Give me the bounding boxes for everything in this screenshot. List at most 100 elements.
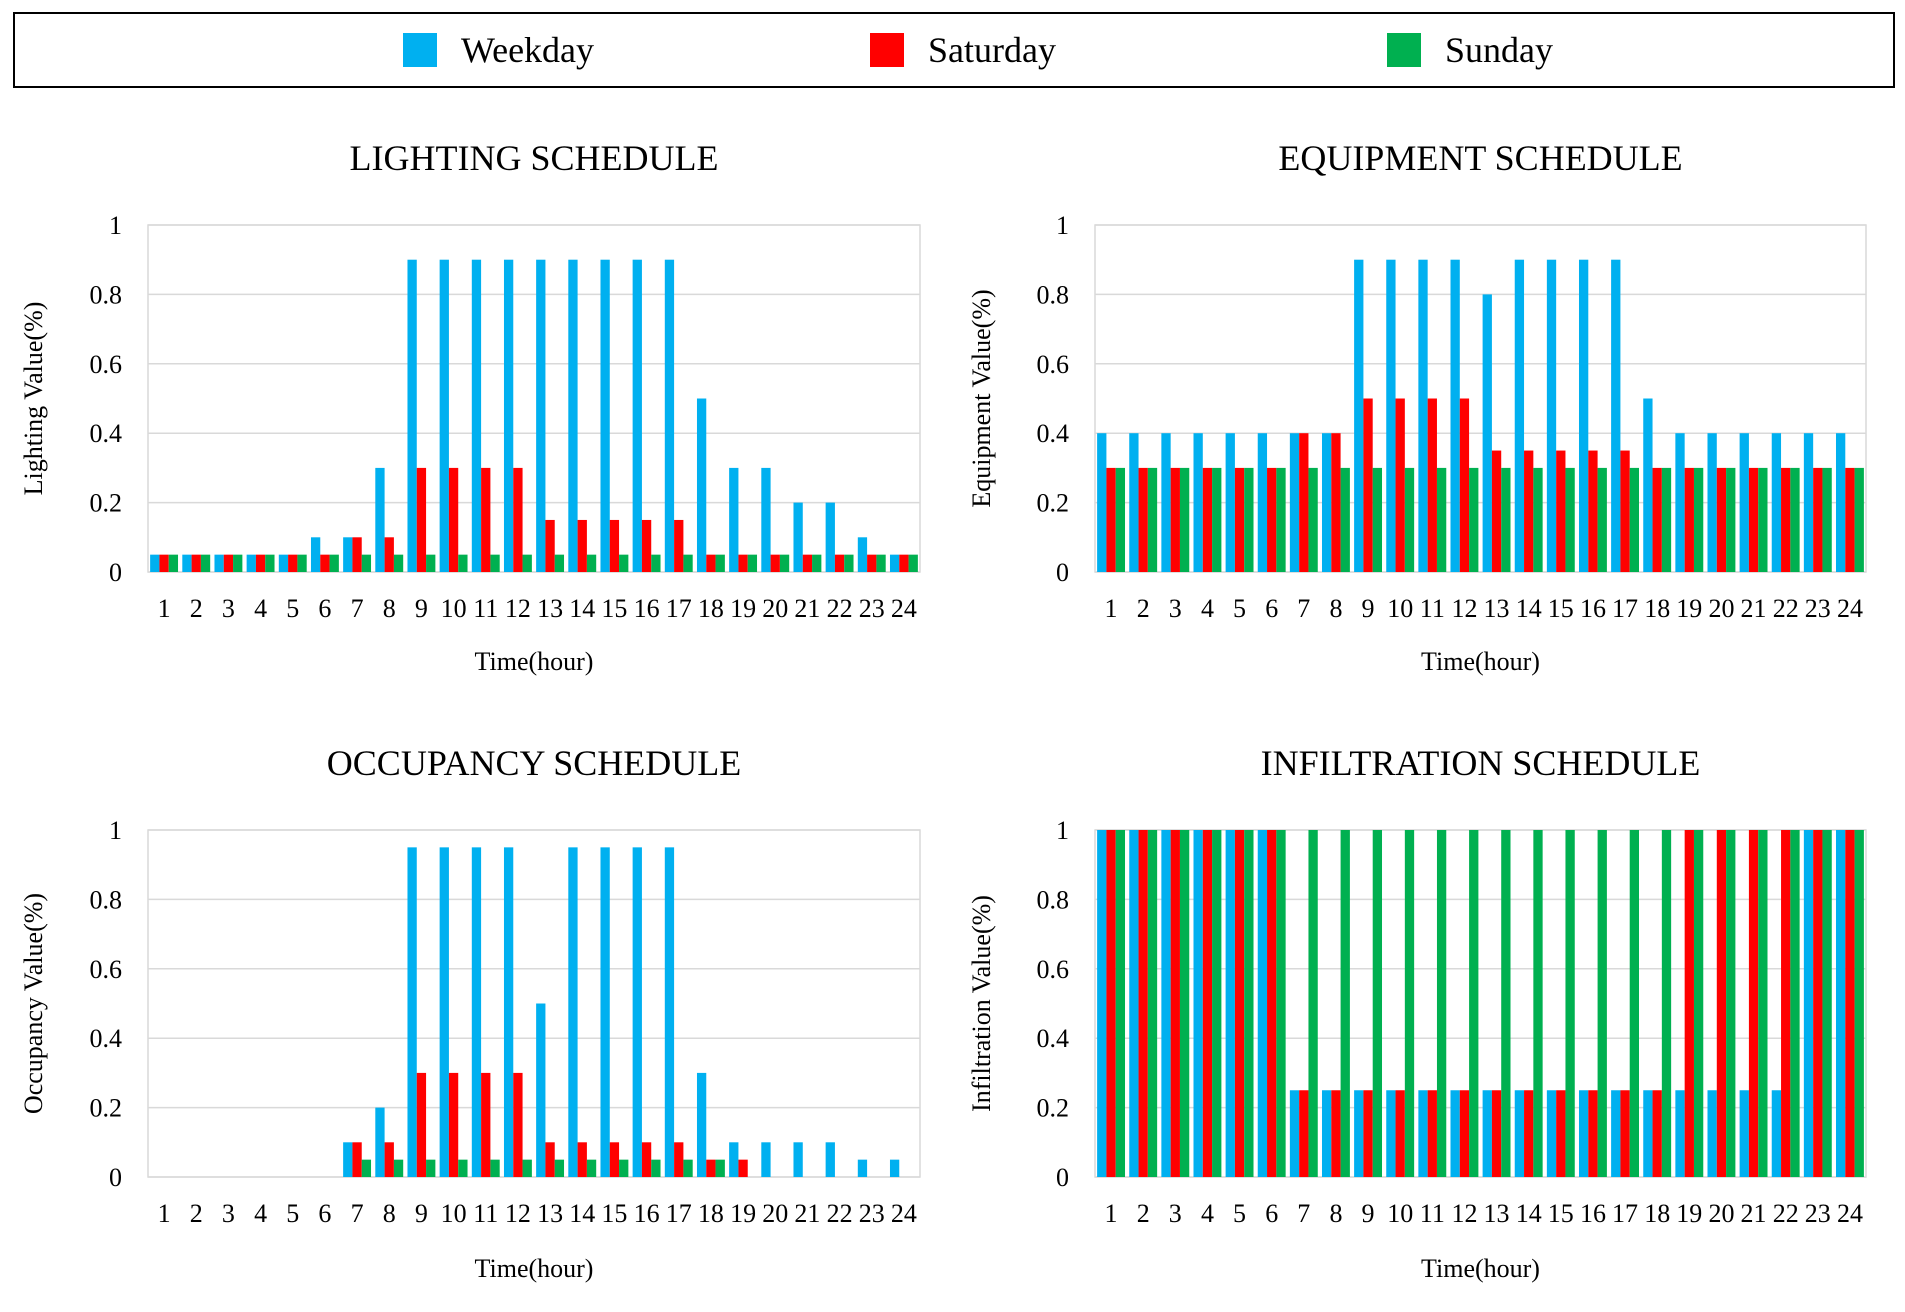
bar-saturday-5 [288, 554, 298, 572]
bar-sunday-5 [297, 554, 307, 572]
y-axis-label: Equipment Value(%) [967, 289, 996, 507]
x-tick-label: 22 [827, 594, 853, 623]
bar-saturday-14 [577, 1142, 587, 1177]
bar-sunday-21 [1758, 830, 1768, 1177]
bar-weekday-22 [1771, 433, 1782, 572]
y-tick-label: 0.2 [90, 489, 123, 518]
legend-label-sunday: Sunday [1445, 30, 1553, 70]
y-axis-label: Infiltration Value(%) [967, 895, 996, 1112]
bar-weekday-2 [182, 554, 192, 572]
bar-sunday-9 [426, 554, 436, 572]
bar-weekday-23 [857, 537, 868, 572]
bar-sunday-23 [1822, 830, 1832, 1177]
bar-weekday-20 [761, 1142, 771, 1177]
y-tick-label: 0.8 [1037, 885, 1070, 914]
x-tick-label: 5 [1233, 1199, 1246, 1228]
bar-sunday-18 [715, 554, 725, 572]
bar-sunday-14 [1533, 830, 1543, 1177]
x-tick-label: 20 [762, 1199, 788, 1228]
bar-saturday-8 [384, 1142, 394, 1177]
bar-saturday-11 [1427, 398, 1437, 572]
x-tick-label: 6 [318, 1199, 331, 1228]
x-tick-label: 13 [537, 1199, 563, 1228]
bar-weekday-6 [1257, 830, 1268, 1177]
bar-saturday-15 [1556, 1090, 1566, 1177]
bar-weekday-4 [1193, 830, 1203, 1177]
x-tick-label: 15 [1548, 594, 1574, 623]
bar-saturday-4 [255, 554, 266, 572]
x-tick-label: 15 [601, 594, 627, 623]
bar-weekday-22 [825, 1142, 835, 1177]
bar-sunday-2 [1147, 467, 1158, 572]
bar-weekday-11 [1418, 1090, 1428, 1177]
x-tick-label: 4 [1201, 594, 1214, 623]
x-tick-label: 4 [254, 1199, 267, 1228]
x-tick-label: 19 [1676, 594, 1702, 623]
y-tick-label: 0.4 [1037, 1024, 1070, 1053]
x-tick-label: 12 [505, 594, 531, 623]
bar-saturday-20 [1716, 467, 1727, 572]
x-tick-label: 22 [1773, 1199, 1799, 1228]
x-tick-label: 7 [351, 594, 364, 623]
bar-weekday-21 [1739, 433, 1749, 572]
bar-sunday-22 [844, 554, 854, 572]
bar-saturday-1 [1106, 467, 1116, 572]
bar-sunday-21 [1758, 467, 1768, 572]
bar-saturday-23 [1813, 467, 1823, 572]
y-axis-label: Lighting Value(%) [19, 302, 48, 496]
x-tick-label: 10 [1387, 594, 1413, 623]
x-tick-label: 21 [1741, 1199, 1767, 1228]
bar-saturday-8 [1331, 1090, 1341, 1177]
x-tick-label: 8 [1329, 594, 1342, 623]
bar-saturday-11 [481, 1072, 491, 1177]
bar-saturday-11 [481, 467, 491, 572]
bar-sunday-4 [1212, 830, 1222, 1177]
bar-sunday-24 [908, 554, 918, 572]
bar-sunday-8 [1340, 467, 1350, 572]
bar-sunday-16 [1597, 830, 1607, 1177]
bar-weekday-6 [1257, 433, 1268, 572]
bar-saturday-17 [1620, 1090, 1630, 1177]
chart-1: 00.20.40.60.811 2 3 4 5 6 7 8 9 10 11 12 13 14 15 16 17 1… [19, 138, 921, 676]
bar-sunday-6 [1276, 467, 1286, 572]
bar-saturday-11 [1427, 1090, 1437, 1177]
bar-saturday-8 [1331, 433, 1341, 572]
legend-label-weekday: Weekday [461, 30, 595, 70]
bar-saturday-9 [1363, 1090, 1373, 1177]
bar-saturday-13 [545, 519, 555, 572]
bar-sunday-4 [1212, 467, 1222, 572]
bar-saturday-12 [513, 467, 523, 572]
bar-weekday-6 [310, 537, 321, 572]
bar-saturday-16 [641, 1142, 652, 1177]
bar-saturday-2 [1138, 467, 1148, 572]
bar-weekday-3 [214, 554, 224, 572]
bar-saturday-18 [706, 554, 716, 572]
x-tick-label: 11 [473, 1199, 498, 1228]
y-tick-label: 0.8 [90, 280, 123, 309]
bar-weekday-11 [471, 259, 482, 572]
bar-weekday-9 [1354, 1090, 1364, 1177]
bar-weekday-8 [1321, 433, 1332, 572]
bar-saturday-22 [834, 554, 845, 572]
x-tick-label: 22 [1773, 594, 1799, 623]
bar-weekday-12 [503, 847, 514, 1177]
bar-weekday-20 [1707, 1090, 1717, 1177]
x-tick-label: 21 [794, 594, 820, 623]
bar-sunday-6 [329, 554, 339, 572]
y-tick-label: 0.6 [90, 350, 123, 379]
bar-sunday-16 [651, 554, 661, 572]
y-tick-label: 0.6 [90, 955, 123, 984]
y-tick-label: 0 [109, 558, 122, 587]
x-tick-label: 23 [1805, 594, 1831, 623]
x-tick-label: 18 [1644, 1199, 1670, 1228]
bar-weekday-16 [632, 847, 642, 1177]
bar-saturday-24 [1845, 830, 1855, 1177]
x-axis-label: Time(hour) [475, 1254, 594, 1283]
bar-saturday-14 [1524, 1090, 1534, 1177]
bar-sunday-7 [361, 554, 372, 572]
x-tick-label: 24 [891, 594, 917, 623]
bar-saturday-10 [448, 467, 459, 572]
bar-saturday-24 [1845, 467, 1855, 572]
x-tick-label: 7 [351, 1199, 364, 1228]
